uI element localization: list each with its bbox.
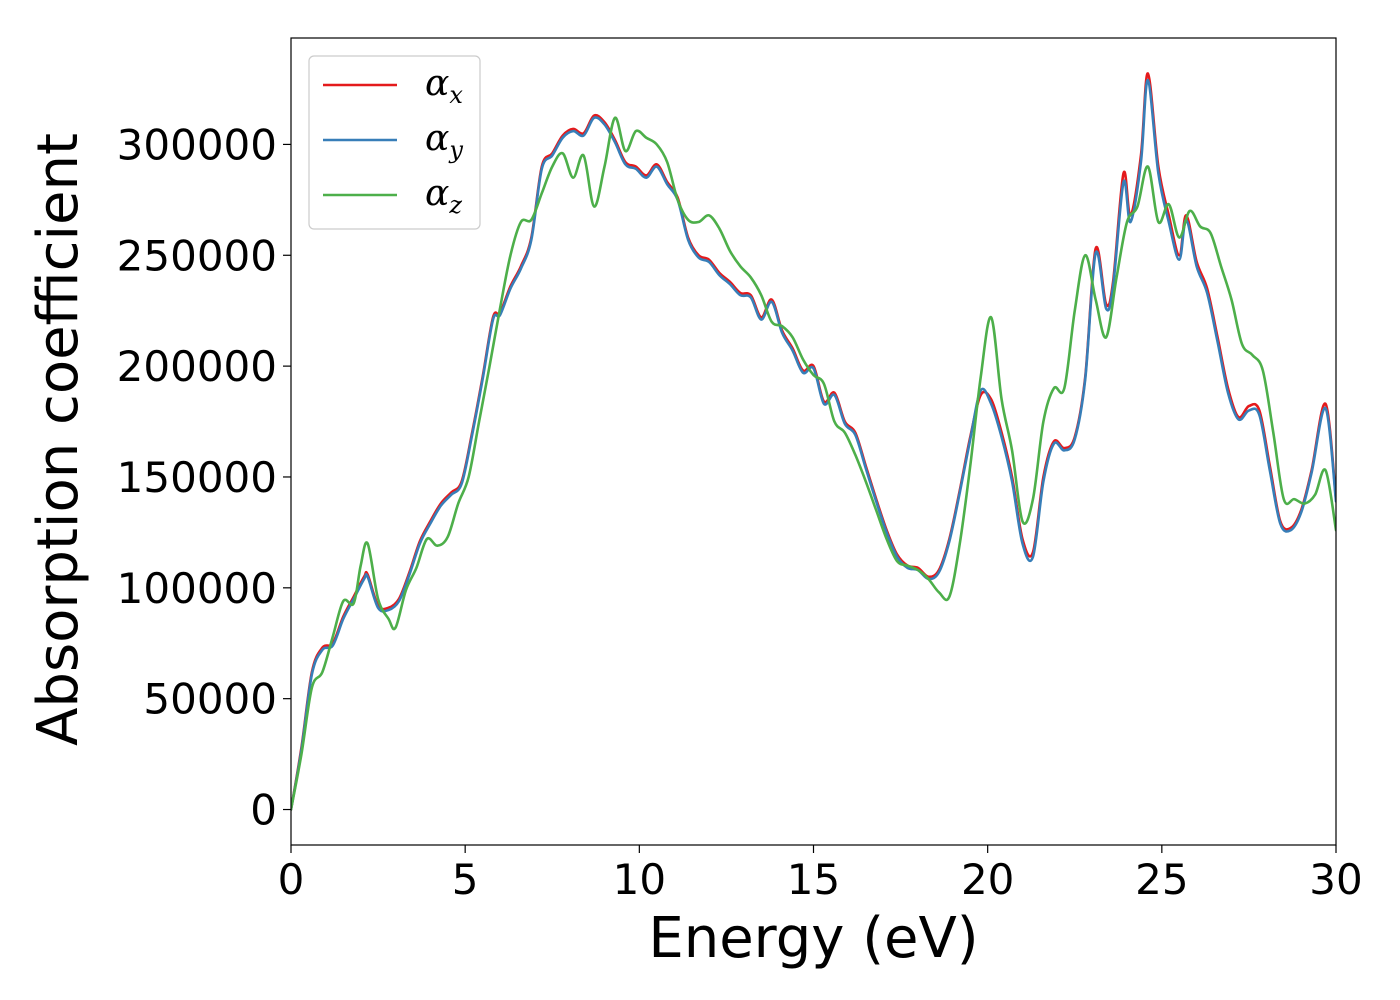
x-tick-label: 30 [1309,855,1362,904]
x-axis-ticks: 0 5 10 15 20 25 30 [278,845,1363,904]
legend-subscript: z [448,191,462,219]
series-line-alpha-z [291,116,1336,811]
y-axis-title: Absorption coefficient [26,133,91,746]
series-line-alpha-y [291,78,1336,811]
legend-label-alpha-y: αy [425,118,463,164]
legend-subscript: y [448,136,463,164]
legend-symbol: α [425,118,449,159]
legend-label-alpha-z: αz [425,173,462,219]
x-tick-label: 5 [452,855,479,904]
legend-symbol: α [425,173,449,214]
x-tick-label: 25 [1135,855,1188,904]
x-axis-title: Energy (eV) [648,906,978,971]
legend-subscript: x [449,81,463,109]
y-tick-label: 0 [250,786,277,835]
series-layer [291,72,1336,811]
y-axis-ticks: 0 50000 100000 150000 200000 250000 300000 [117,120,291,835]
y-tick-label: 100000 [117,564,277,613]
y-tick-label: 200000 [117,342,277,391]
legend-label-alpha-x: αx [425,63,463,109]
y-tick-label: 150000 [117,453,277,502]
y-tick-label: 300000 [117,120,277,169]
x-tick-label: 15 [787,855,840,904]
legend-symbol: α [425,63,449,104]
y-tick-label: 250000 [117,231,277,280]
legend-box [308,55,481,230]
x-tick-label: 10 [613,855,666,904]
x-tick-label: 20 [961,855,1014,904]
x-tick-label: 0 [278,855,305,904]
y-tick-label: 50000 [143,675,277,724]
